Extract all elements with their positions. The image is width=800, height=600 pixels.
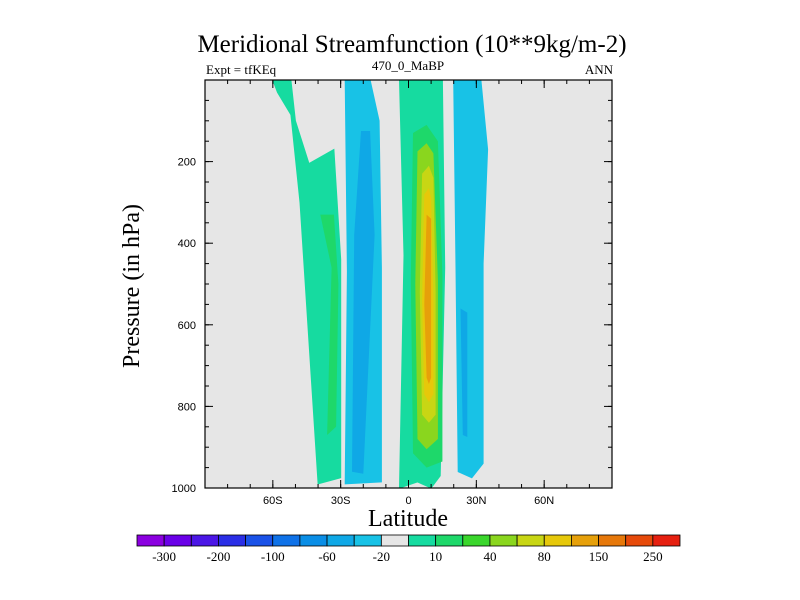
- colorbar-label: -300: [152, 549, 176, 564]
- y-tick-label: 800: [178, 401, 196, 413]
- y-axis-label: Pressure (in hPa): [119, 204, 145, 368]
- colorbar-swatch: [543, 534, 572, 547]
- axes: 60S 30S 0 30N 60N 200 400 600 800 1000: [172, 79, 613, 507]
- contour-southern-polar-cell-core: [320, 214, 339, 435]
- contour-northern-ferrel-cell: [453, 80, 489, 479]
- y-tick-label: 200: [178, 157, 196, 169]
- colorbar-label: -100: [261, 549, 285, 564]
- colorbar-label: 150: [589, 549, 609, 564]
- run-label: 470_0_MaBP: [372, 58, 444, 73]
- x-tick-label: 0: [405, 495, 411, 507]
- x-tick-label: 60S: [263, 495, 283, 507]
- x-tick-label: 30N: [466, 495, 486, 507]
- colorbar-swatch: [598, 534, 627, 547]
- colorbar-swatch: [408, 534, 437, 547]
- colorbar-label: -200: [207, 549, 231, 564]
- colorbar-swatch: [218, 534, 246, 547]
- colorbar-swatch: [380, 534, 409, 547]
- x-tick-label: 30S: [331, 495, 351, 507]
- colorbar-swatch: [516, 534, 545, 547]
- colorbar-swatch: [353, 534, 382, 547]
- colorbar-swatch: [136, 534, 165, 547]
- plot-area: [205, 80, 612, 488]
- season-label: ANN: [585, 62, 614, 77]
- colorbar-swatch: [326, 534, 355, 547]
- colorbar-swatch: [462, 534, 491, 547]
- contour-southern-ferrel-cell-core: [352, 131, 375, 474]
- contour-northern-ferrel-cell-core: [460, 308, 468, 437]
- colorbar-swatch: [272, 534, 301, 547]
- colorbar-label: -20: [373, 549, 390, 564]
- y-tick-label: 400: [178, 238, 196, 250]
- colorbar-swatch: [571, 534, 599, 547]
- colorbar-swatch: [299, 534, 328, 547]
- colorbar-swatch: [652, 534, 681, 547]
- colorbar-label: 10: [429, 549, 442, 564]
- contour-hadley-cell-level-5: [424, 214, 432, 384]
- colorbar-swatch: [190, 534, 219, 547]
- colorbar-swatch: [435, 534, 464, 547]
- y-tick-label: 600: [178, 320, 196, 332]
- colorbar-swatch: [163, 534, 192, 547]
- colorbar-swatch: [489, 534, 518, 547]
- colorbar-label: 250: [643, 549, 663, 564]
- y-tick-label: 1000: [172, 483, 196, 495]
- colorbar-label: 40: [483, 549, 496, 564]
- chart-title: Meridional Streamfunction (10**9kg/m-2): [197, 31, 626, 58]
- colorbar: -300 -200 -100 -60 -20 10 40 80 150 250: [136, 534, 681, 564]
- experiment-label: Expt = tfKEq: [206, 62, 277, 77]
- contour-southern-polar-cell: [272, 80, 342, 485]
- colorbar-swatch: [245, 534, 274, 547]
- colorbar-label: -60: [318, 549, 335, 564]
- x-axis-label: Latitude: [368, 506, 448, 532]
- colorbar-label: 80: [538, 549, 551, 564]
- colorbar-swatch: [625, 534, 654, 547]
- x-tick-label: 60N: [534, 495, 554, 507]
